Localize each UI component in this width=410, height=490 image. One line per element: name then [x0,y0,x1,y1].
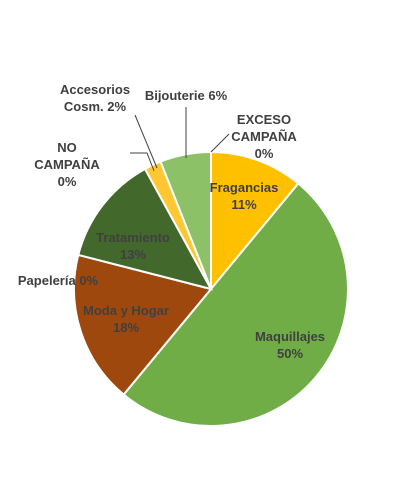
leader-line-accesorios-cosm- [134,114,158,169]
data-label-no-campa-a: NO CAMPAÑA 0% [34,140,100,189]
slice-moda-y-hogar [73,253,213,396]
slice-tratamiento [77,167,213,291]
data-label-fragancias: Fragancias 11% [210,180,279,212]
data-label-maquillajes: Maquillajes 50% [255,329,325,361]
data-label-tratamiento: Tratamiento 13% [96,230,170,262]
leader-line-no-campa-a [130,152,155,172]
slice-fragancias [210,150,300,292]
data-label-bijouterie: Bijouterie 6% [145,88,228,103]
data-label-moda-y-hogar: Moda y Hogar 18% [83,303,169,335]
data-label-exceso-campa-a: EXCESO CAMPAÑA 0% [231,112,297,161]
leader-line-exceso-campa-a [210,133,230,153]
data-label-papeler-a: Papelería 0% [18,273,99,288]
slice-maquillajes [122,182,349,427]
slice-bijouterie [159,150,212,290]
data-label-accesorios-cosm-: Accesorios Cosm. 2% [60,82,130,114]
